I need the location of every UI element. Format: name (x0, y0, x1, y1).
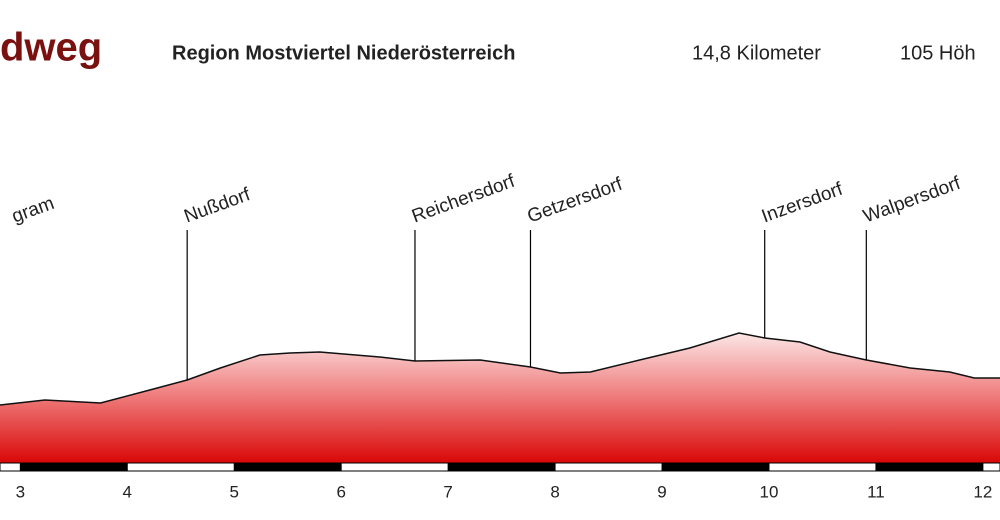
x-tick-label: 5 (229, 482, 238, 501)
place-label: Walpersdorf (861, 173, 964, 228)
x-tick-label: 3 (16, 482, 25, 501)
axis-segment (875, 463, 983, 471)
axis-segment (448, 463, 556, 471)
profile-line (0, 332, 1000, 406)
place-label: Inzersdorf (759, 179, 846, 228)
axis-segment (662, 463, 769, 471)
place-label: gram (9, 193, 57, 228)
x-tick-label: 10 (760, 482, 779, 501)
x-tick-label: 6 (336, 482, 345, 501)
chart-title: dweg (0, 26, 102, 70)
distance-note: 14,8 Kilometer (692, 42, 821, 64)
chart-subtitle: Region Mostviertel Niederösterreich (172, 42, 515, 64)
x-tick-label: 8 (550, 482, 559, 501)
x-tick-label: 9 (657, 482, 666, 501)
x-tick-label: 7 (443, 482, 452, 501)
x-tick-label: 4 (123, 482, 132, 501)
x-tick-label: 11 (867, 482, 885, 501)
x-tick-label: 12 (973, 482, 992, 501)
axis-segment (234, 463, 342, 471)
climb-note: 105 Höh (900, 42, 976, 64)
area-fill (0, 333, 1000, 467)
place-label: Getzersdorf (525, 173, 626, 227)
place-label: Nußdorf (181, 184, 253, 227)
place-label: Reichersdorf (409, 171, 518, 228)
axis-segment (20, 463, 128, 471)
